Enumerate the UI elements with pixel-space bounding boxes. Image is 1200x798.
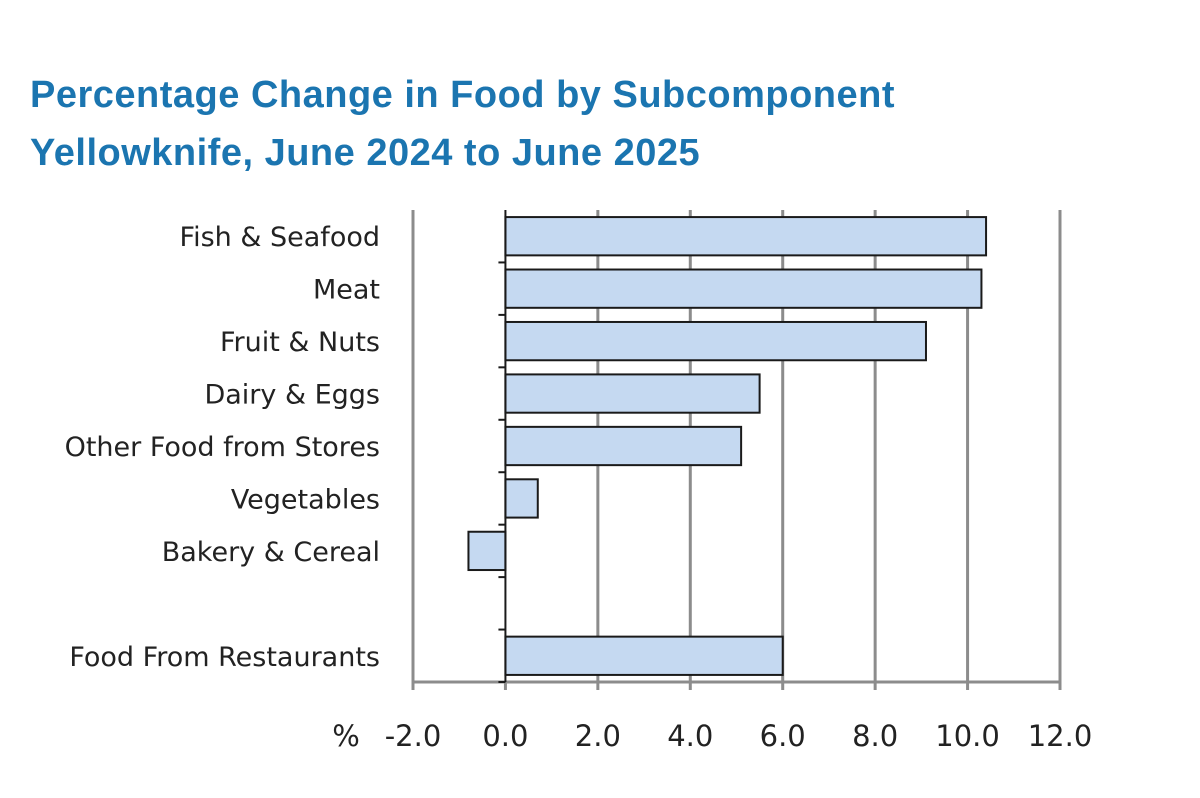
- bar: [504, 216, 988, 257]
- category-label: Bakery & Cereal: [162, 537, 380, 568]
- x-axis-unit-label: %: [332, 719, 360, 753]
- bar: [467, 530, 507, 572]
- chart-subtitle-line: Yellowknife, June 2024 to June 2025: [30, 132, 701, 174]
- x-tick-label: 8.0: [852, 719, 898, 753]
- bar: [504, 268, 983, 309]
- bars: [467, 216, 988, 676]
- x-tick-label: -2.0: [385, 719, 442, 753]
- bar: [504, 478, 539, 519]
- labels: Fish & Seafood Meat Fruit & Nuts Dairy & Eg…: [65, 222, 1093, 753]
- category-label: Dairy & Eggs: [204, 380, 380, 411]
- category-label: Vegetables: [231, 484, 380, 515]
- x-tick-label: 12.0: [1028, 719, 1093, 753]
- chart-title: Percentage Change in Food by Subcomponen…: [30, 66, 895, 182]
- x-tick-label: 0.0: [482, 719, 528, 753]
- bar: [504, 320, 927, 362]
- category-label: Meat: [313, 275, 380, 306]
- x-tick-label: 4.0: [667, 719, 713, 753]
- category-label: Other Food from Stores: [65, 432, 380, 463]
- category-label: Fruit & Nuts: [220, 327, 380, 358]
- bar: [504, 425, 743, 467]
- chart-title-line: Percentage Change in Food by Subcomponen…: [30, 74, 896, 116]
- category-label: Food From Restaurants: [69, 642, 380, 673]
- axes: [411, 210, 1062, 690]
- bar: [504, 373, 761, 414]
- x-tick-label: 2.0: [575, 719, 621, 753]
- x-tick-label: 6.0: [760, 719, 806, 753]
- category-label: Fish & Seafood: [180, 222, 380, 253]
- x-tick-label: 10.0: [935, 719, 1000, 753]
- bar: [504, 635, 784, 676]
